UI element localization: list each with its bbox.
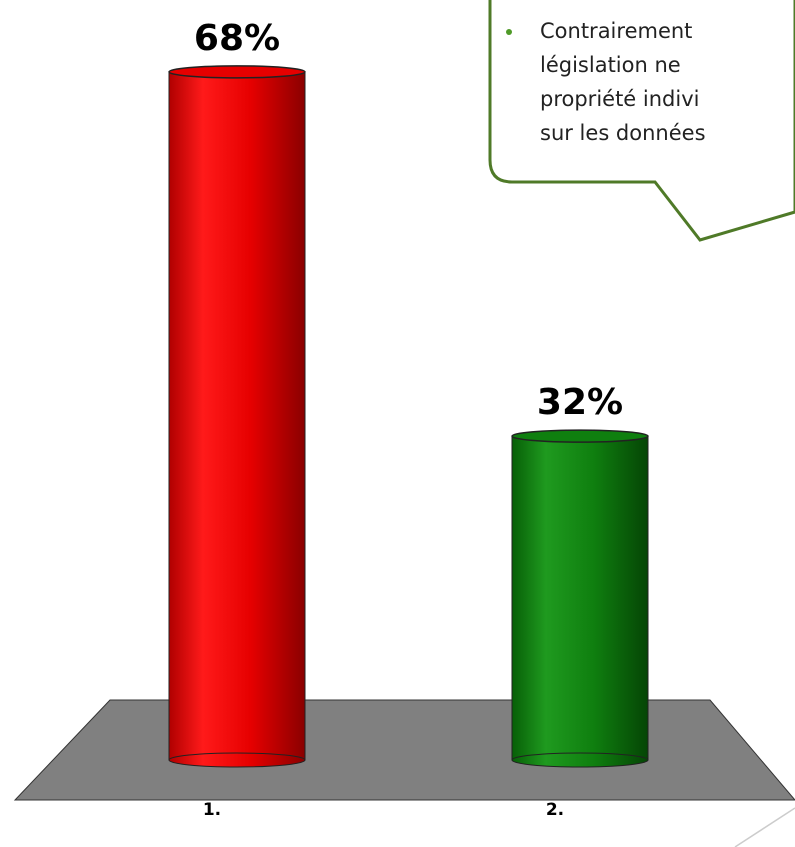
x-tick-label: 2. bbox=[546, 800, 564, 820]
bar-bottom bbox=[168, 752, 306, 768]
decor-line bbox=[734, 807, 795, 847]
bar-bottom bbox=[511, 752, 649, 768]
callout-text: propriété indivi bbox=[540, 87, 699, 111]
value-label: 32% bbox=[537, 382, 623, 423]
value-label: 68% bbox=[194, 18, 280, 59]
callout-text: Contrairement bbox=[540, 19, 692, 43]
bar bbox=[511, 435, 649, 761]
callout-text: législation ne bbox=[540, 53, 681, 77]
callout-text: sur les données bbox=[540, 121, 706, 145]
bar bbox=[168, 71, 306, 761]
bar-top bbox=[511, 429, 649, 443]
bullet bbox=[506, 29, 512, 35]
callout-box bbox=[488, 0, 795, 242]
x-tick-label: 1. bbox=[203, 800, 221, 820]
floor bbox=[13, 699, 795, 801]
bar-top bbox=[168, 65, 306, 79]
